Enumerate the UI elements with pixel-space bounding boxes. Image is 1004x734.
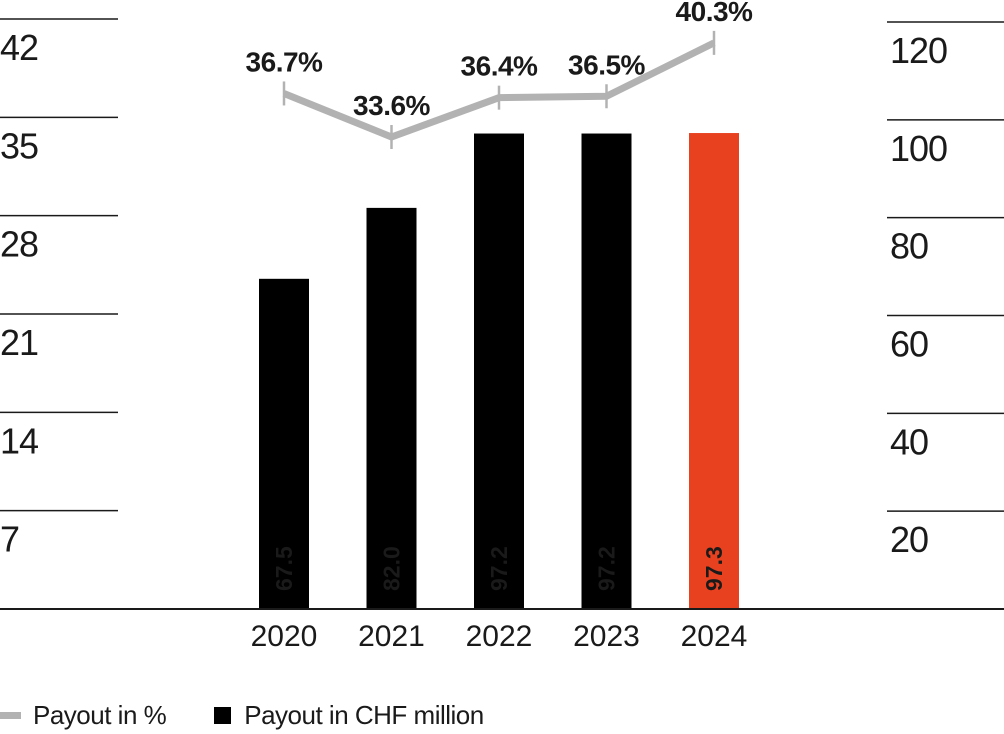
legend-label-payout-chf: Payout in CHF million xyxy=(244,699,484,730)
chart-legend: Payout in % Payout in CHF million xyxy=(0,696,1004,734)
axis-tick-label-right-80: 80 xyxy=(890,226,928,267)
bar-value-label-2023: 97.2 xyxy=(594,546,620,591)
axis-tick-label-left-14: 14 xyxy=(0,420,38,461)
axis-tick-label-right-120: 120 xyxy=(890,30,947,71)
line-swatch-icon xyxy=(0,711,21,719)
x-axis-label-2020: 2020 xyxy=(251,620,318,653)
legend-label-payout-percent: Payout in % xyxy=(33,699,167,730)
payout-chart-plot: 42 35 28 21 14 7 120 100 80 60 40 20 67.5 82.0 97.2 97.… xyxy=(0,0,1004,653)
axis-tick-label-left-42: 42 xyxy=(0,27,38,68)
axis-tick-label-left-28: 28 xyxy=(0,224,38,265)
bar-2023 xyxy=(581,133,632,609)
axis-tick-label-right-60: 60 xyxy=(890,324,928,365)
axis-tick-label-left-7: 7 xyxy=(0,519,19,560)
line-value-label-2023: 36.5% xyxy=(568,49,645,80)
axis-tick-label-left-35: 35 xyxy=(0,125,38,166)
legend-item-payout-chf: Payout in CHF million xyxy=(214,699,484,731)
x-axis-label-2023: 2023 xyxy=(573,620,640,653)
x-axis-label-2021: 2021 xyxy=(358,620,425,653)
x-axis-label-2024: 2024 xyxy=(681,620,748,653)
axis-tick-label-right-40: 40 xyxy=(890,421,928,462)
line-value-label-2020: 36.7% xyxy=(246,46,323,77)
bar-2022 xyxy=(474,133,524,609)
bar-value-label-2022: 97.2 xyxy=(486,546,512,591)
line-value-label-2024: 40.3% xyxy=(676,0,753,27)
bar-value-label-2021: 82.0 xyxy=(379,546,405,591)
bar-2021 xyxy=(366,207,417,609)
axis-tick-label-right-100: 100 xyxy=(890,128,947,169)
square-swatch-icon xyxy=(214,706,232,724)
axis-tick-label-left-21: 21 xyxy=(0,322,38,363)
bar-value-label-2020: 67.5 xyxy=(271,546,297,591)
legend-item-payout-percent: Payout in % xyxy=(0,699,167,731)
axis-tick-label-right-20: 20 xyxy=(890,519,928,560)
bar-value-label-2024: 97.3 xyxy=(701,546,727,591)
x-axis-label-2022: 2022 xyxy=(466,620,533,653)
line-value-label-2022: 36.4% xyxy=(461,51,538,82)
bar-2024 xyxy=(689,133,739,609)
bar-2020 xyxy=(259,278,309,609)
line-value-label-2021: 33.6% xyxy=(353,90,430,121)
